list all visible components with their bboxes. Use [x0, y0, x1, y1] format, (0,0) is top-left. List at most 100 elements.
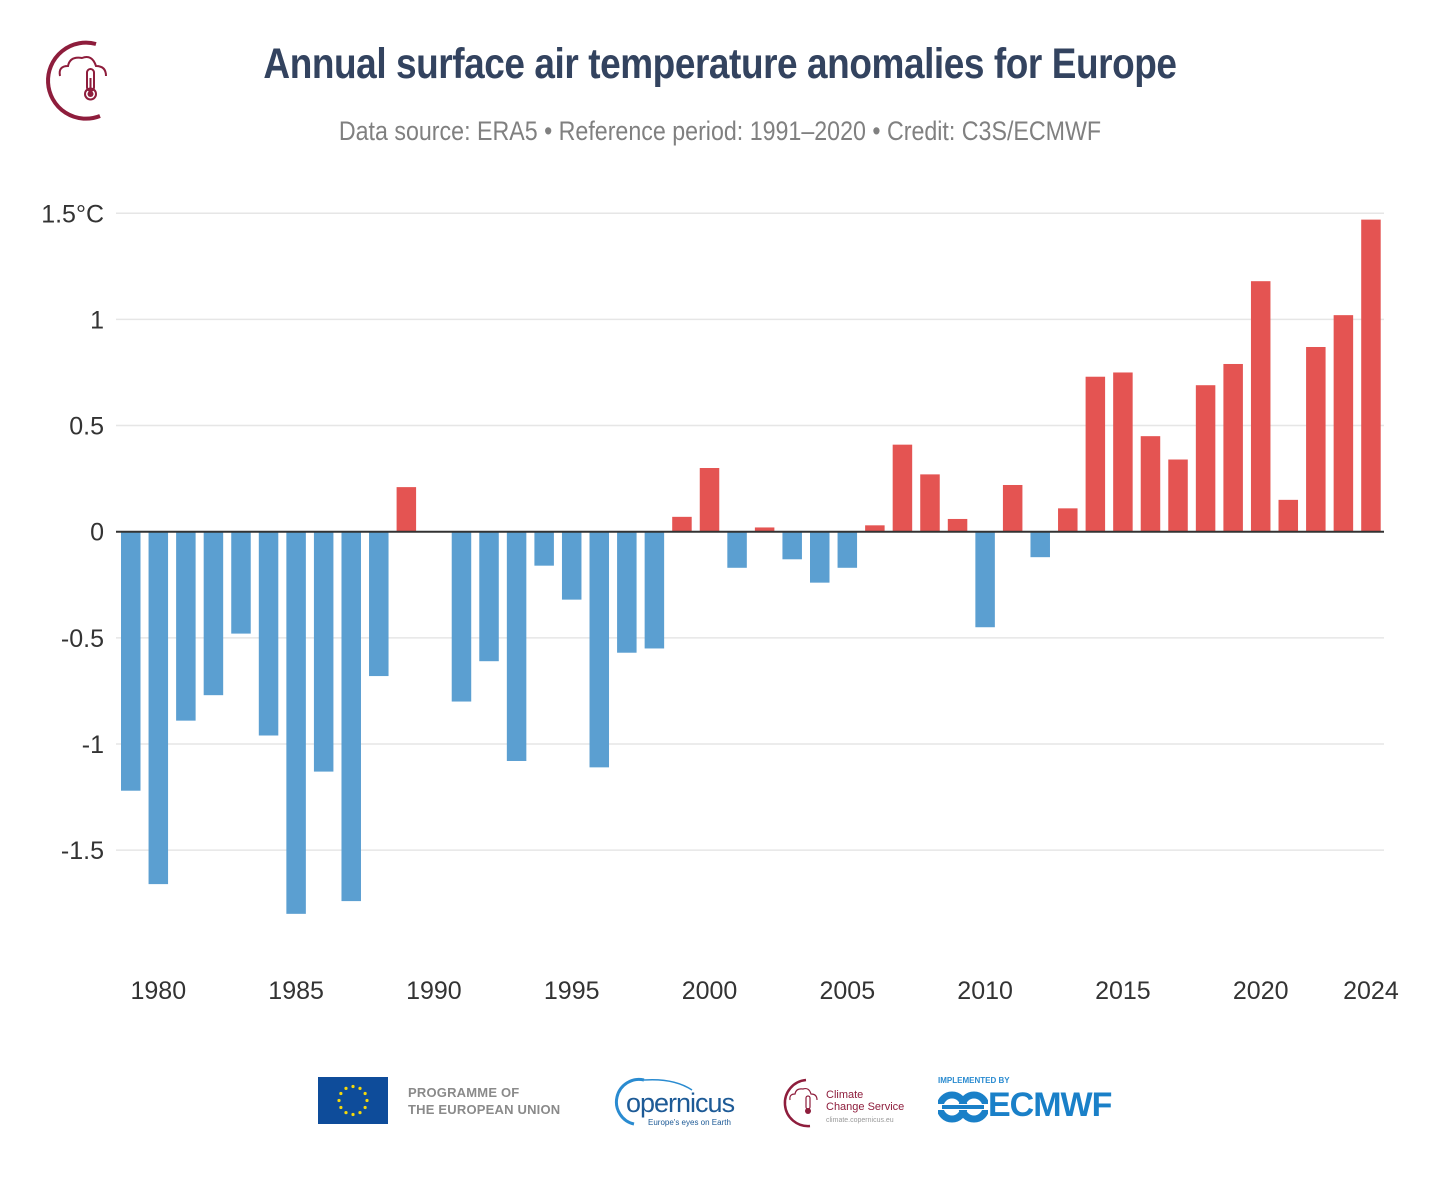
- eu-star-icon: [344, 1086, 348, 1090]
- bar-2006: [865, 525, 885, 532]
- eu-text-line1: PROGRAMME OF: [408, 1085, 520, 1100]
- bar-1994: [534, 531, 554, 566]
- x-tick-label: 1990: [406, 977, 462, 1005]
- c3s-logo: Climate Change Service climate.copernicu…: [778, 1076, 918, 1130]
- bar-1987: [341, 531, 361, 902]
- y-tick-label: 0: [90, 519, 104, 547]
- x-tick-label: 2010: [957, 977, 1013, 1005]
- ecmwf-logo: IMPLEMENTED BY ECMWF: [938, 1076, 1138, 1130]
- bar-1983: [231, 531, 251, 634]
- y-axis-ticks: 1.5°C 1 0.5 0 -0.5 -1 -1.5: [41, 200, 104, 865]
- bar-2022: [1306, 346, 1326, 532]
- copernicus-tagline: Europe's eyes on Earth: [648, 1118, 731, 1127]
- eu-star-icon: [358, 1111, 362, 1115]
- bar-1986: [313, 531, 334, 772]
- bar-chart: 1.5°C 1 0.5 0 -0.5 -1 -1.5 1980 1985 1990 1995 200…: [41, 200, 1399, 1005]
- bar-2014: [1085, 376, 1106, 532]
- chart-subtitle: Data source: ERA5 • Reference period: 19…: [338, 116, 1102, 146]
- eu-star-icon: [365, 1098, 369, 1103]
- y-tick-label: -1: [82, 731, 104, 759]
- ecmwf-symbol-icon: [938, 1091, 988, 1123]
- bar-1992: [479, 531, 499, 662]
- bar-2009: [947, 518, 968, 532]
- bar-2003: [782, 531, 802, 560]
- y-tick-label: -0.5: [61, 625, 104, 653]
- bar-2021: [1278, 499, 1299, 532]
- eu-star-icon: [344, 1111, 348, 1115]
- bars: [121, 219, 1381, 914]
- bar-1993: [506, 531, 527, 761]
- bar-1982: [203, 531, 224, 696]
- eu-programme-text: PROGRAMME OF THE EUROPEAN UNION: [408, 1084, 560, 1118]
- eu-star-icon: [337, 1098, 341, 1103]
- x-tick-label: 2015: [1095, 977, 1151, 1005]
- bar-2024: [1361, 219, 1381, 532]
- x-axis-ticks: 1980 1985 1990 1995 2000 2005 2010 2015 2020 2024: [130, 977, 1398, 1005]
- bar-1984: [258, 531, 279, 736]
- x-tick-label: 1985: [268, 977, 324, 1005]
- bar-2007: [892, 444, 913, 532]
- bar-2016: [1140, 436, 1161, 532]
- eu-star-icon: [363, 1105, 367, 1110]
- bar-1980: [148, 531, 169, 885]
- bar-1995: [561, 531, 582, 600]
- y-tick-label: 1: [90, 306, 104, 334]
- bar-2018: [1195, 385, 1216, 532]
- implemented-by-label: IMPLEMENTED BY: [938, 1076, 1010, 1085]
- x-tick-label: 1995: [544, 977, 600, 1005]
- bar-1991: [451, 531, 472, 702]
- c3s-name: Climate Change Service: [826, 1089, 904, 1113]
- bar-2004: [810, 531, 830, 583]
- bar-2012: [1030, 531, 1050, 558]
- bar-1998: [644, 531, 665, 649]
- bar-1997: [617, 531, 637, 653]
- c3s-line2: Change Service: [826, 1101, 905, 1113]
- copernicus-arc-icon: [614, 1077, 693, 1126]
- bar-1981: [176, 531, 196, 721]
- eu-star-icon: [358, 1086, 362, 1090]
- eu-text-line2: THE EUROPEAN UNION: [408, 1102, 561, 1117]
- bar-2020: [1250, 281, 1271, 532]
- c3s-url: climate.copernicus.eu: [826, 1117, 894, 1124]
- bar-1989: [396, 487, 417, 532]
- x-tick-label: 2024: [1343, 977, 1399, 1005]
- bar-2013: [1058, 508, 1078, 532]
- eu-star-icon: [351, 1084, 355, 1089]
- bar-2023: [1333, 315, 1354, 532]
- bar-2005: [837, 531, 858, 568]
- cloud-thermometer-icon: [783, 1078, 818, 1128]
- c3s-logo-icon: [46, 40, 107, 121]
- bar-1996: [589, 531, 610, 768]
- ecmwf-wordmark: ECMWF: [988, 1086, 1112, 1124]
- bar-2008: [920, 474, 940, 532]
- bar-2002: [754, 527, 775, 532]
- bar-2017: [1168, 459, 1188, 532]
- x-tick-label: 1980: [130, 977, 186, 1005]
- c3s-line1: Climate: [826, 1089, 864, 1101]
- bar-2000: [699, 468, 720, 532]
- y-tick-label: 1.5°C: [41, 200, 104, 228]
- bar-2011: [1002, 484, 1023, 532]
- bar-1985: [286, 531, 306, 914]
- bar-2010: [975, 531, 995, 628]
- eu-star-icon: [351, 1112, 355, 1117]
- x-tick-label: 2005: [819, 977, 875, 1005]
- eu-star-icon: [339, 1105, 343, 1110]
- copernicus-logo: opernicus Europe's eyes on Earth: [604, 1076, 744, 1130]
- bar-2019: [1223, 363, 1243, 532]
- x-tick-label: 2020: [1233, 977, 1289, 1005]
- eu-flag-icon: [318, 1077, 388, 1124]
- x-tick-label: 2000: [682, 977, 738, 1005]
- copernicus-wordmark: opernicus: [626, 1088, 735, 1118]
- chart-title: Annual surface air temperature anomalies…: [263, 40, 1177, 88]
- bar-2015: [1113, 372, 1133, 532]
- eu-star-icon: [363, 1091, 367, 1096]
- eu-star-icon: [339, 1091, 343, 1096]
- footer-logos: PROGRAMME OF THE EUROPEAN UNION opernicu…: [0, 1070, 1440, 1140]
- bar-1979: [121, 531, 141, 791]
- bar-2001: [727, 531, 747, 568]
- y-tick-label: 0.5: [69, 413, 104, 441]
- bar-1988: [369, 531, 389, 677]
- y-tick-label: -1.5: [61, 837, 104, 865]
- bar-1999: [672, 516, 692, 532]
